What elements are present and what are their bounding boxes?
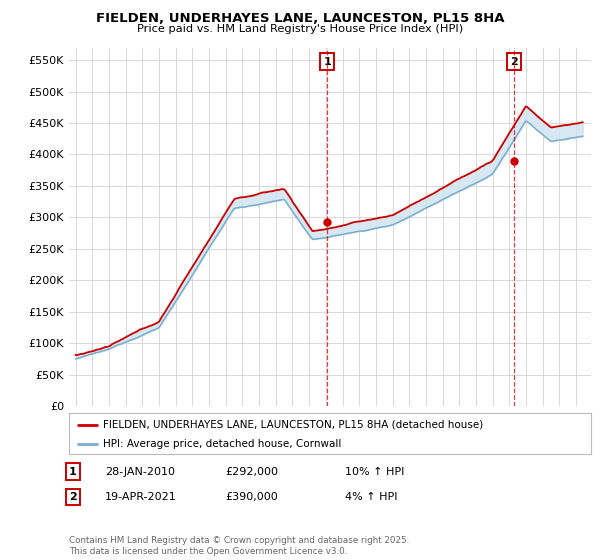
Text: £390,000: £390,000 [225,492,278,502]
Text: 2: 2 [510,57,518,67]
Text: HPI: Average price, detached house, Cornwall: HPI: Average price, detached house, Corn… [103,438,341,449]
Text: 28-JAN-2010: 28-JAN-2010 [105,466,175,477]
Text: 19-APR-2021: 19-APR-2021 [105,492,177,502]
Text: Price paid vs. HM Land Registry's House Price Index (HPI): Price paid vs. HM Land Registry's House … [137,24,463,34]
Text: £292,000: £292,000 [225,466,278,477]
Text: 4% ↑ HPI: 4% ↑ HPI [345,492,398,502]
Text: Contains HM Land Registry data © Crown copyright and database right 2025.
This d: Contains HM Land Registry data © Crown c… [69,536,409,556]
Text: 2: 2 [69,492,77,502]
Text: 1: 1 [323,57,331,67]
Text: 10% ↑ HPI: 10% ↑ HPI [345,466,404,477]
Text: 1: 1 [69,466,77,477]
Text: FIELDEN, UNDERHAYES LANE, LAUNCESTON, PL15 8HA: FIELDEN, UNDERHAYES LANE, LAUNCESTON, PL… [96,12,504,25]
Text: FIELDEN, UNDERHAYES LANE, LAUNCESTON, PL15 8HA (detached house): FIELDEN, UNDERHAYES LANE, LAUNCESTON, PL… [103,419,483,430]
